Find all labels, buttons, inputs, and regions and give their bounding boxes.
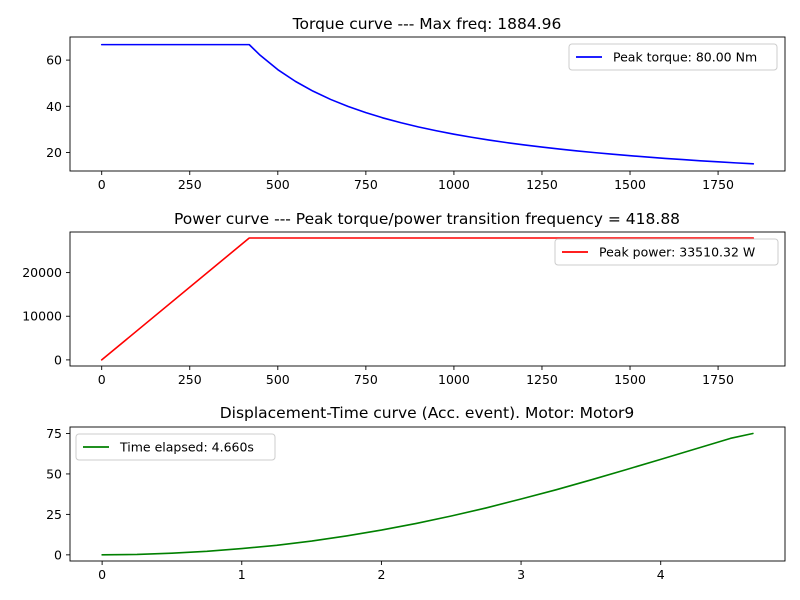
displacement-panel: Displacement-Time curve (Acc. event). Mo… [46,404,786,582]
power-x-tick-label-4: 1000 [438,372,470,387]
power-legend-box [554,238,779,266]
displacement-plot-area [101,432,754,556]
torque-legend-box [568,43,778,71]
displacement-legend-box [75,433,276,461]
torque-panel: Torque curve --- Max freq: 1884.96 0 250 5… [46,15,786,192]
displacement-x-tick-label-4: 4 [657,567,665,582]
power-x-tick-label-2: 500 [266,372,290,387]
displacement-legend-label: Time elapsed: 4.660s [119,440,254,455]
power-x-tick-label-1: 250 [178,372,202,387]
torque-x-tick-label-7: 1750 [702,177,734,192]
torque-y-axis: 20 40 60 [46,53,70,160]
power-y-axis: 0 10000 20000 [22,265,70,367]
torque-chart-title: Torque curve --- Max freq: 1884.96 [292,15,562,33]
torque-x-tick-label-3: 750 [354,177,378,192]
power-legend-label: Peak power: 33510.32 W [599,245,755,260]
power-x-tick-label-3: 750 [354,372,378,387]
torque-axes-frame [69,36,786,172]
torque-x-tick-label-4: 1000 [438,177,470,192]
power-chart-title: Power curve --- Peak torque/power transi… [174,210,680,228]
displacement-y-tick-label-2: 50 [46,466,62,481]
power-x-tick-label-7: 1750 [702,372,734,387]
displacement-x-tick-label-3: 3 [517,567,525,582]
torque-x-tick-label-1: 250 [178,177,202,192]
torque-series-line-0 [100,43,755,165]
displacement-x-tick-label-2: 2 [377,567,385,582]
power-x-axis: 0 250 500 750 1000 1250 1500 1750 [98,366,734,387]
power-y-tick-label-1: 10000 [22,309,62,324]
displacement-y-tick-label-1: 25 [46,507,62,522]
displacement-y-tick-label-3: 75 [46,426,62,441]
torque-y-tick-label-1: 40 [46,99,62,114]
power-x-tick-label-5: 1250 [526,372,558,387]
displacement-series-line-0 [101,432,754,556]
power-axes-frame [69,231,786,367]
torque-x-tick-label-5: 1250 [526,177,558,192]
torque-legend: Peak torque: 80.00 Nm [568,43,778,71]
displacement-x-tick-label-0: 0 [98,567,106,582]
displacement-x-axis: 0 1 2 3 4 [98,561,665,582]
displacement-chart-title: Displacement-Time curve (Acc. event). Mo… [220,404,635,422]
torque-x-axis: 0 250 500 750 1000 1250 1500 1750 [98,171,734,192]
power-plot-area [100,237,755,361]
torque-x-tick-label-2: 500 [266,177,290,192]
displacement-y-tick-label-0: 0 [54,547,62,562]
power-series-line-0 [100,237,755,361]
torque-x-tick-label-6: 1500 [614,177,646,192]
power-x-tick-label-6: 1500 [614,372,646,387]
power-x-tick-label-0: 0 [98,372,106,387]
power-y-tick-label-2: 20000 [22,265,62,280]
torque-plot-area [100,43,755,165]
displacement-legend: Time elapsed: 4.660s [75,433,276,461]
power-panel: Power curve --- Peak torque/power transi… [22,210,786,387]
torque-y-tick-label-2: 60 [46,53,62,68]
power-y-tick-label-0: 0 [54,352,62,367]
displacement-axes-frame [69,426,786,562]
displacement-x-tick-label-1: 1 [238,567,246,582]
displacement-y-axis: 0 25 50 75 [46,426,70,562]
power-legend: Peak power: 33510.32 W [554,238,779,266]
torque-y-tick-label-0: 20 [46,145,62,160]
torque-x-tick-label-0: 0 [98,177,106,192]
torque-legend-label: Peak torque: 80.00 Nm [613,50,757,65]
